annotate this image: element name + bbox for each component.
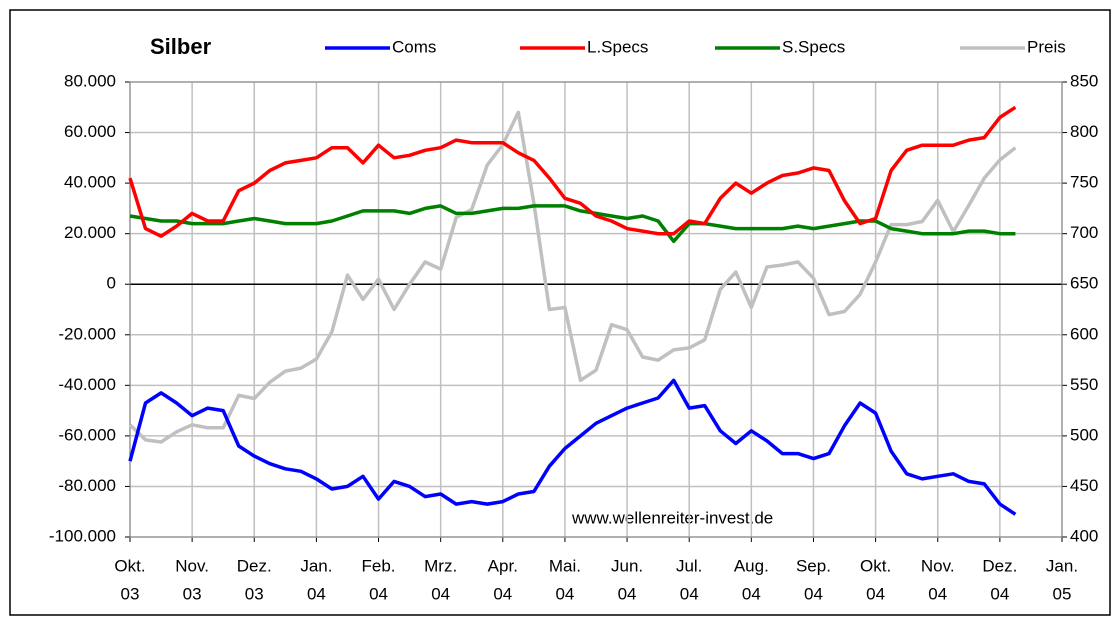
x-tick-label: Okt. xyxy=(114,556,145,575)
x-tick-label: Mrz. xyxy=(424,556,457,575)
y2-tick-label: 850 xyxy=(1070,71,1098,90)
x-tick-label: Jul. xyxy=(676,556,702,575)
x-tick-label: Jan. xyxy=(300,556,332,575)
legend-label: L.Specs xyxy=(587,37,648,56)
x-tick-label: Dez. xyxy=(237,556,272,575)
y2-tick-label: 750 xyxy=(1070,173,1098,192)
chart-title: Silber xyxy=(150,34,212,59)
annotation: www.wellenreiter-invest.de xyxy=(571,508,773,527)
x-tick-label: 04 xyxy=(307,584,326,603)
x-tick-label: Jun. xyxy=(611,556,643,575)
x-tick-label: 04 xyxy=(680,584,699,603)
x-tick-label: 04 xyxy=(866,584,885,603)
y-tick-label: -40.000 xyxy=(58,375,116,394)
x-tick-label: 04 xyxy=(618,584,637,603)
y2-tick-label: 550 xyxy=(1070,375,1098,394)
x-tick-label: Jan. xyxy=(1046,556,1078,575)
x-tick-label: 04 xyxy=(493,584,512,603)
y-tick-label: 60.000 xyxy=(64,122,116,141)
y2-tick-label: 800 xyxy=(1070,122,1098,141)
y2-tick-label: 600 xyxy=(1070,324,1098,343)
x-tick-label: 04 xyxy=(928,584,947,603)
x-tick-label: Sep. xyxy=(796,556,831,575)
x-tick-label: Aug. xyxy=(734,556,769,575)
y2-tick-label: 700 xyxy=(1070,223,1098,242)
series-line xyxy=(128,110,1017,444)
y-tick-label: -100.000 xyxy=(49,526,116,545)
x-tick-label: 03 xyxy=(121,584,140,603)
x-tick-label: Feb. xyxy=(362,556,396,575)
y-tick-label: 40.000 xyxy=(64,173,116,192)
x-tick-label: 03 xyxy=(245,584,264,603)
x-tick-label: 04 xyxy=(369,584,388,603)
series-line xyxy=(128,105,1017,238)
y-tick-label: -20.000 xyxy=(58,324,116,343)
plot-frame xyxy=(129,81,1063,538)
x-tick-label: 04 xyxy=(431,584,450,603)
y-tick-label: 0 xyxy=(107,274,116,293)
y-tick-label: 80.000 xyxy=(64,71,116,90)
x-tick-label: Dez. xyxy=(982,556,1017,575)
x-tick-label: 04 xyxy=(555,584,574,603)
x-tick-label: Nov. xyxy=(175,556,209,575)
x-tick-label: 03 xyxy=(183,584,202,603)
x-tick-label: 04 xyxy=(742,584,761,603)
x-tick-label: Okt. xyxy=(860,556,891,575)
x-tick-label: Nov. xyxy=(921,556,955,575)
x-tick-label: Mai. xyxy=(549,556,581,575)
x-tick-label: 04 xyxy=(804,584,823,603)
y-tick-label: -80.000 xyxy=(58,476,116,495)
y-tick-label: 20.000 xyxy=(64,223,116,242)
legend-label: S.Specs xyxy=(782,37,845,56)
x-tick-label: 05 xyxy=(1053,584,1072,603)
series-line xyxy=(128,378,1017,516)
x-tick-label: Apr. xyxy=(488,556,518,575)
y2-tick-label: 500 xyxy=(1070,425,1098,444)
legend-label: Preis xyxy=(1027,37,1066,56)
y2-tick-label: 450 xyxy=(1070,476,1098,495)
y2-tick-label: 650 xyxy=(1070,274,1098,293)
chart-frame xyxy=(9,9,1111,616)
legend-label: Coms xyxy=(392,37,436,56)
y-tick-label: -60.000 xyxy=(58,425,116,444)
x-tick-label: 04 xyxy=(990,584,1009,603)
y2-tick-label: 400 xyxy=(1070,526,1098,545)
